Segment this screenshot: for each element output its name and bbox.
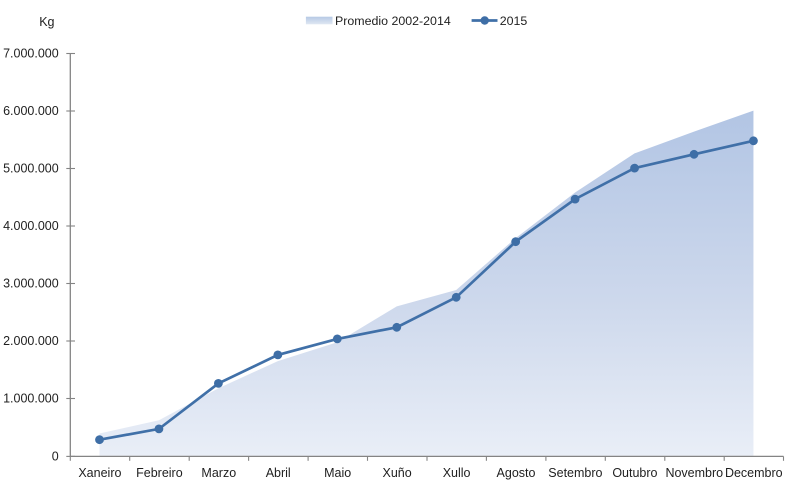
svg-text:Promedio 2002-2014: Promedio 2002-2014 <box>335 14 451 28</box>
svg-text:Febreiro: Febreiro <box>136 466 183 480</box>
svg-text:Xuño: Xuño <box>382 466 411 480</box>
svg-text:4.000.000: 4.000.000 <box>3 219 59 233</box>
svg-text:3.000.000: 3.000.000 <box>3 276 59 290</box>
svg-text:Abril: Abril <box>266 466 291 480</box>
svg-text:0: 0 <box>52 449 59 463</box>
svg-text:Outubro: Outubro <box>612 466 657 480</box>
svg-text:1.000.000: 1.000.000 <box>3 391 59 405</box>
svg-text:Decembro: Decembro <box>725 466 783 480</box>
svg-text:Marzo: Marzo <box>201 466 236 480</box>
svg-text:7.000.000: 7.000.000 <box>3 46 59 60</box>
svg-text:2015: 2015 <box>500 14 528 28</box>
svg-text:5.000.000: 5.000.000 <box>3 161 59 175</box>
svg-text:Setembro: Setembro <box>548 466 602 480</box>
svg-text:6.000.000: 6.000.000 <box>3 104 59 118</box>
svg-text:Xaneiro: Xaneiro <box>78 466 121 480</box>
svg-text:Kg: Kg <box>39 15 54 29</box>
svg-text:Agosto: Agosto <box>497 466 536 480</box>
svg-text:Maio: Maio <box>324 466 351 480</box>
svg-text:Novembro: Novembro <box>665 466 723 480</box>
svg-text:2.000.000: 2.000.000 <box>3 334 59 348</box>
svg-text:Xullo: Xullo <box>443 466 471 480</box>
